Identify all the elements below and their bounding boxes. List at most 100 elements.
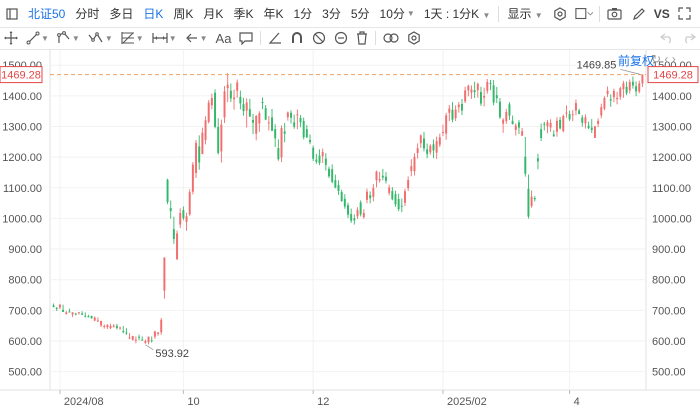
- x-tick-label: 12: [317, 396, 329, 408]
- trash-icon[interactable]: [356, 29, 368, 47]
- candle-body: [511, 120, 514, 125]
- hide-drawings-icon[interactable]: [334, 29, 348, 47]
- candle-body: [96, 320, 99, 322]
- candle-body: [150, 340, 153, 342]
- period-tab[interactable]: 月K: [203, 7, 224, 21]
- candle-body: [172, 229, 175, 239]
- divider: [498, 5, 500, 22]
- period-tab[interactable]: 5分: [350, 7, 370, 21]
- trend-line-tool[interactable]: ▼: [26, 29, 49, 47]
- candle-body: [565, 112, 568, 114]
- divider: [260, 31, 262, 45]
- period-tab[interactable]: 分时: [75, 7, 100, 21]
- channel-tool[interactable]: ▼: [57, 29, 80, 47]
- candle-body: [635, 86, 638, 92]
- candle-body: [290, 112, 292, 118]
- candle-body: [277, 148, 280, 160]
- redo-icon[interactable]: [682, 29, 696, 47]
- candle-body: [191, 164, 194, 192]
- candle-body: [628, 82, 631, 91]
- fullscreen-icon[interactable]: [676, 5, 694, 23]
- candle-body: [410, 166, 413, 171]
- candle-body: [267, 122, 270, 124]
- link-icon[interactable]: [383, 29, 400, 47]
- candle-body: [441, 131, 444, 133]
- period-tab[interactable]: 日K: [143, 7, 164, 21]
- candle-body: [559, 119, 562, 129]
- range-measure-tool[interactable]: ▼: [152, 29, 177, 47]
- candle-body: [65, 312, 68, 314]
- fibonacci-tool[interactable]: ▼: [121, 29, 144, 47]
- candle-body: [337, 185, 340, 191]
- y-tick-label-right: 800.00: [652, 275, 686, 287]
- candle-body: [476, 83, 479, 91]
- candle-body: [600, 107, 603, 116]
- period-tab[interactable]: 周K: [173, 7, 194, 21]
- display-menu[interactable]: 显示 ▼: [507, 7, 543, 21]
- candle-body: [252, 119, 255, 123]
- period-tab[interactable]: 季K: [233, 7, 254, 21]
- candle-body: [454, 109, 457, 119]
- candle-body: [293, 122, 296, 127]
- angle-tool[interactable]: [268, 29, 282, 47]
- candle-body: [271, 117, 274, 131]
- candle-body: [593, 126, 596, 138]
- candle-body: [609, 99, 612, 101]
- y-tick-label-left: 1000.00: [2, 213, 42, 225]
- adjust-mode-button[interactable]: 前复权: [618, 54, 655, 68]
- refresh-icon[interactable]: ↻: [651, 52, 662, 66]
- candle-body: [305, 129, 308, 138]
- candle-body: [182, 210, 185, 219]
- period-tab[interactable]: 1分: [293, 7, 313, 21]
- candle-body: [549, 122, 552, 128]
- candle-body: [157, 332, 160, 334]
- candle-body: [530, 196, 533, 206]
- text-tool[interactable]: Aa: [215, 30, 232, 46]
- candle-body: [467, 85, 470, 91]
- panel-toggle-icon[interactable]: [3, 5, 21, 23]
- period-tab[interactable]: 年K: [263, 7, 284, 21]
- candle-body: [603, 98, 606, 109]
- drawing-settings-icon[interactable]: [407, 29, 421, 47]
- wave-tool[interactable]: ▼: [88, 29, 113, 47]
- candle-body: [87, 316, 90, 318]
- chevron-left-icon[interactable]: ‹: [664, 52, 669, 66]
- candle-body: [77, 312, 80, 314]
- chevron-down-icon: ▼: [482, 11, 491, 20]
- candle-body: [242, 104, 245, 112]
- candle-body: [204, 120, 207, 141]
- period-tab[interactable]: 多日: [109, 7, 134, 21]
- compare-button[interactable]: VS: [653, 6, 670, 21]
- chevron-right-icon[interactable]: ›: [671, 52, 676, 66]
- gear-icon[interactable]: [551, 5, 569, 23]
- candle-body: [470, 89, 473, 93]
- candle-body: [445, 115, 448, 134]
- comment-icon[interactable]: [239, 29, 254, 47]
- y-tick-label-left: 1300.00: [2, 121, 42, 133]
- magnet-icon[interactable]: [290, 29, 304, 47]
- candle-body: [486, 81, 489, 91]
- candle-body: [505, 112, 508, 122]
- camera-icon[interactable]: [606, 5, 624, 23]
- chevron-down-icon: ▼: [135, 33, 144, 43]
- crosshair-icon[interactable]: [4, 29, 18, 47]
- candle-body: [584, 117, 587, 124]
- period-tab[interactable]: 10分: [379, 7, 405, 21]
- y-tick-label-right: 1000.00: [652, 213, 692, 225]
- candle-body: [581, 117, 584, 123]
- y-tick-label-left: 600.00: [8, 336, 42, 348]
- low-annotation: 593.92: [155, 348, 189, 360]
- candle-body: [448, 108, 451, 113]
- candle-body: [163, 257, 166, 291]
- symbol-label[interactable]: 北证50: [28, 7, 66, 21]
- range-select[interactable]: 1天 : 1分K ▼: [423, 7, 491, 21]
- lock-drawings-icon[interactable]: [312, 29, 326, 47]
- pencil-icon[interactable]: [630, 5, 648, 23]
- candle-body: [536, 158, 539, 162]
- period-tab[interactable]: 3分: [322, 7, 341, 21]
- candle-body: [58, 304, 61, 308]
- layout-select[interactable]: [575, 5, 593, 23]
- arrow-left-tool[interactable]: ▼: [185, 29, 208, 47]
- undo-icon[interactable]: [660, 29, 674, 47]
